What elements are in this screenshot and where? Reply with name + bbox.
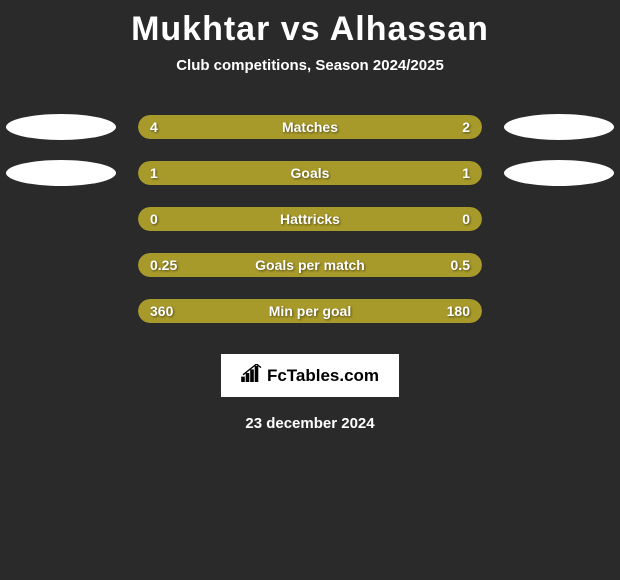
logo-box: FcTables.com <box>221 354 399 397</box>
footer: FcTables.com 23 december 2024 <box>0 354 620 432</box>
player-left-ellipse <box>6 160 116 186</box>
bar-label: Min per goal <box>269 303 351 319</box>
bar-label: Goals <box>291 165 330 181</box>
subtitle: Club competitions, Season 2024/2025 <box>0 57 620 74</box>
stat-row: 4 2 Matches <box>0 104 620 150</box>
logo-text: FcTables.com <box>267 366 379 386</box>
bar-left: 0.25 <box>138 253 253 277</box>
player-right-ellipse <box>504 160 614 186</box>
bar-right-value: 180 <box>435 303 482 319</box>
bar-right-value: 2 <box>450 119 482 135</box>
bar-left-value: 360 <box>138 303 185 319</box>
chart-icon <box>241 364 263 387</box>
stats-area: 4 2 Matches 1 1 Goals 0 0 Hattricks 0.25 0.5 Goals … <box>0 104 620 334</box>
bar-container: 360 180 Min per goal <box>138 299 482 323</box>
bar-right: 1 <box>310 161 482 185</box>
date-text: 23 december 2024 <box>0 415 620 432</box>
player-right-ellipse <box>504 114 614 140</box>
bar-left-value: 1 <box>138 165 170 181</box>
bar-left-value: 0.25 <box>138 257 189 273</box>
stat-row: 360 180 Min per goal <box>0 288 620 334</box>
bar-label: Goals per match <box>255 257 365 273</box>
page-title: Mukhtar vs Alhassan <box>0 10 620 49</box>
bar-right: 2 <box>367 115 482 139</box>
bar-container: 0.25 0.5 Goals per match <box>138 253 482 277</box>
stat-row: 0.25 0.5 Goals per match <box>0 242 620 288</box>
player-left-ellipse <box>6 114 116 140</box>
bar-container: 1 1 Goals <box>138 161 482 185</box>
logo-content: FcTables.com <box>241 364 379 387</box>
bar-left: 1 <box>138 161 310 185</box>
stat-row: 0 0 Hattricks <box>0 196 620 242</box>
bar-label: Matches <box>282 119 338 135</box>
bar-container: 0 0 Hattricks <box>138 207 482 231</box>
main-container: Mukhtar vs Alhassan Club competitions, S… <box>0 0 620 442</box>
bar-right-value: 1 <box>450 165 482 181</box>
bar-right-value: 0.5 <box>439 257 482 273</box>
bar-left-value: 0 <box>138 211 170 227</box>
bar-right-value: 0 <box>450 211 482 227</box>
bar-left: 360 <box>138 299 253 323</box>
bar-container: 4 2 Matches <box>138 115 482 139</box>
bar-left-value: 4 <box>138 119 170 135</box>
bar-label: Hattricks <box>280 211 340 227</box>
stat-row: 1 1 Goals <box>0 150 620 196</box>
